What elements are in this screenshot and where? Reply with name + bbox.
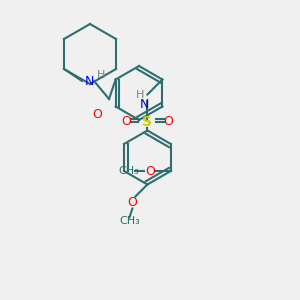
Text: O: O	[128, 196, 137, 209]
Text: O: O	[92, 108, 102, 121]
Text: O: O	[164, 115, 173, 128]
Text: O: O	[145, 164, 155, 178]
Text: H: H	[136, 89, 144, 100]
Text: N: N	[140, 98, 149, 110]
Text: O: O	[122, 115, 131, 128]
Text: CH₃: CH₃	[118, 166, 139, 176]
Text: H: H	[97, 70, 105, 80]
Text: S: S	[142, 115, 152, 128]
Text: CH₃: CH₃	[119, 215, 140, 226]
Text: N: N	[85, 74, 94, 88]
